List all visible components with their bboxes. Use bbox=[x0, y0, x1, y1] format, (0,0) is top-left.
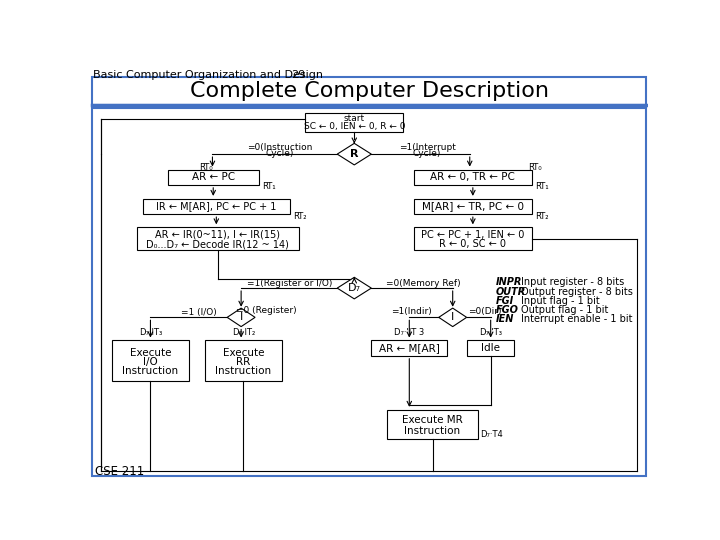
Text: Output register - 8 bits: Output register - 8 bits bbox=[521, 287, 633, 296]
Text: R: R bbox=[350, 149, 359, 159]
Text: D₇·'T₃: D₇·'T₃ bbox=[480, 328, 502, 336]
Polygon shape bbox=[438, 308, 467, 327]
FancyBboxPatch shape bbox=[414, 227, 532, 251]
Text: IEN: IEN bbox=[496, 314, 515, 325]
Text: RT₂: RT₂ bbox=[293, 212, 307, 221]
Text: =1(Interrupt: =1(Interrupt bbox=[399, 143, 456, 152]
FancyBboxPatch shape bbox=[372, 340, 447, 356]
Text: D₇·'IT 3: D₇·'IT 3 bbox=[394, 328, 424, 336]
Text: Execute: Execute bbox=[130, 348, 171, 358]
Text: AR ← M[AR]: AR ← M[AR] bbox=[379, 343, 440, 353]
Text: RT₁: RT₁ bbox=[262, 182, 276, 191]
Text: Cycle): Cycle) bbox=[413, 149, 441, 158]
Polygon shape bbox=[228, 308, 255, 327]
Text: I: I bbox=[451, 312, 454, 322]
Text: I/O: I/O bbox=[143, 357, 158, 367]
Text: D₇: D₇ bbox=[348, 283, 361, 293]
FancyBboxPatch shape bbox=[414, 170, 532, 185]
Text: Basic Computer Organization and Design: Basic Computer Organization and Design bbox=[93, 70, 323, 80]
Text: Instruction: Instruction bbox=[215, 366, 271, 376]
Text: FGI: FGI bbox=[496, 296, 514, 306]
Text: AR ← 0, TR ← PC: AR ← 0, TR ← PC bbox=[431, 172, 516, 182]
Text: =1 (I/O): =1 (I/O) bbox=[181, 308, 217, 317]
FancyBboxPatch shape bbox=[91, 108, 647, 476]
Text: PC ← PC + 1, IEN ← 0: PC ← PC + 1, IEN ← 0 bbox=[421, 230, 525, 240]
Text: D₀...D₇ ← Decode IR(12 ~ 14): D₀...D₇ ← Decode IR(12 ~ 14) bbox=[146, 239, 289, 249]
Text: Instruction: Instruction bbox=[405, 426, 461, 436]
FancyBboxPatch shape bbox=[112, 340, 189, 381]
Polygon shape bbox=[337, 143, 372, 165]
FancyBboxPatch shape bbox=[137, 227, 300, 251]
FancyBboxPatch shape bbox=[387, 410, 478, 439]
Text: D₇·IT₂: D₇·IT₂ bbox=[232, 328, 255, 336]
FancyBboxPatch shape bbox=[467, 340, 514, 356]
FancyBboxPatch shape bbox=[168, 170, 259, 185]
FancyBboxPatch shape bbox=[305, 113, 403, 132]
Text: RR: RR bbox=[236, 357, 251, 367]
Text: R ← 0, SC ← 0: R ← 0, SC ← 0 bbox=[439, 239, 506, 249]
FancyBboxPatch shape bbox=[414, 199, 532, 214]
Text: Input register - 8 bits: Input register - 8 bits bbox=[521, 278, 624, 287]
Text: 29: 29 bbox=[292, 70, 306, 80]
Text: Input flag - 1 bit: Input flag - 1 bit bbox=[521, 296, 600, 306]
Text: =1(Indir): =1(Indir) bbox=[391, 307, 432, 316]
Text: =0(Instruction: =0(Instruction bbox=[247, 143, 312, 152]
Text: INPR: INPR bbox=[496, 278, 523, 287]
Text: RT₂: RT₂ bbox=[535, 212, 549, 221]
Text: D₇·IT₃: D₇·IT₃ bbox=[139, 328, 162, 336]
Text: =0 (Register): =0 (Register) bbox=[235, 306, 296, 315]
Text: =1(Register or I/O): =1(Register or I/O) bbox=[247, 279, 333, 288]
FancyBboxPatch shape bbox=[143, 199, 290, 214]
Text: D₇·T4: D₇·T4 bbox=[480, 430, 503, 439]
Text: Output flag - 1 bit: Output flag - 1 bit bbox=[521, 305, 608, 315]
Polygon shape bbox=[337, 278, 372, 299]
Text: RT₀: RT₀ bbox=[199, 164, 213, 172]
Text: Idle: Idle bbox=[481, 343, 500, 353]
Text: start: start bbox=[343, 114, 365, 123]
Text: AR ← IR(0~11), I ← IR(15): AR ← IR(0~11), I ← IR(15) bbox=[156, 230, 280, 240]
FancyBboxPatch shape bbox=[204, 340, 282, 381]
Text: RT₁: RT₁ bbox=[535, 182, 549, 191]
Text: RT₀: RT₀ bbox=[528, 164, 541, 172]
Text: =0(Dir): =0(Dir) bbox=[469, 307, 502, 316]
Text: Execute MR: Execute MR bbox=[402, 415, 463, 425]
Text: =0(Memory Ref): =0(Memory Ref) bbox=[386, 279, 461, 288]
Text: FGO: FGO bbox=[496, 305, 519, 315]
Text: I: I bbox=[240, 312, 243, 322]
FancyBboxPatch shape bbox=[91, 77, 647, 105]
Text: OUTR: OUTR bbox=[496, 287, 526, 296]
Text: IR ← M[AR], PC ← PC + 1: IR ← M[AR], PC ← PC + 1 bbox=[156, 201, 276, 212]
Text: Interrupt enable - 1 bit: Interrupt enable - 1 bit bbox=[521, 314, 632, 325]
Text: M[AR] ← TR, PC ← 0: M[AR] ← TR, PC ← 0 bbox=[422, 201, 524, 212]
Text: Complete Computer Description: Complete Computer Description bbox=[189, 81, 549, 101]
Text: Instruction: Instruction bbox=[122, 366, 179, 376]
Text: CSE 211: CSE 211 bbox=[94, 464, 144, 477]
Text: Cycle): Cycle) bbox=[266, 149, 294, 158]
Text: SC ← 0, IEN ← 0, R ← 0: SC ← 0, IEN ← 0, R ← 0 bbox=[304, 122, 405, 131]
Text: AR ← PC: AR ← PC bbox=[192, 172, 235, 182]
Text: Execute: Execute bbox=[222, 348, 264, 358]
